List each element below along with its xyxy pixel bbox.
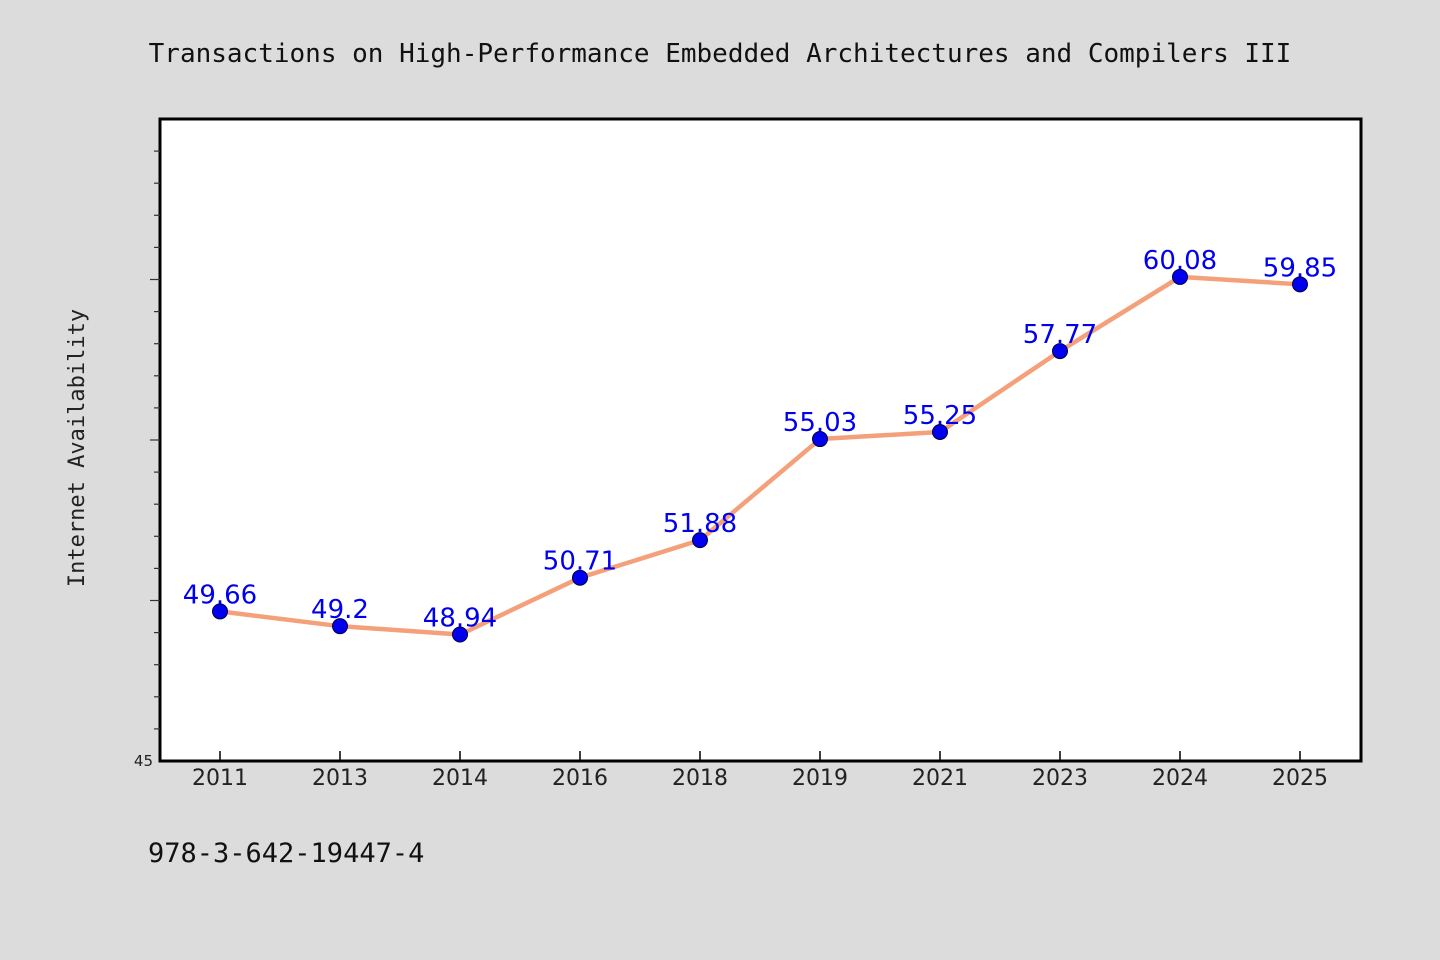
x-tick-label: 2018 — [672, 766, 728, 791]
x-tick-label: 2025 — [1272, 766, 1328, 791]
data-point — [1172, 268, 1188, 285]
data-label: 55.03 — [783, 408, 857, 438]
data-point — [332, 618, 348, 635]
x-tick-label: 2021 — [912, 766, 968, 791]
data-label: 49.66 — [183, 580, 257, 610]
isbn-label: 978-3-642-19447-4 — [148, 838, 424, 869]
x-tick-label: 2016 — [552, 766, 608, 791]
x-tick-label: 2014 — [432, 766, 488, 791]
data-markers — [212, 268, 1308, 643]
data-label: 50.71 — [543, 547, 617, 577]
data-point — [692, 532, 708, 549]
data-label: 55.25 — [903, 401, 977, 431]
data-label: 57.77 — [1023, 320, 1097, 350]
x-tick-label: 2013 — [312, 766, 368, 791]
data-point — [1052, 343, 1068, 360]
data-label: 60.08 — [1143, 246, 1217, 276]
y-tick-label: 45 — [134, 752, 153, 770]
series-line-group — [217, 274, 1303, 637]
data-label: 51.88 — [663, 509, 737, 539]
data-label: 49.2 — [311, 595, 369, 625]
data-label: 59.85 — [1263, 253, 1337, 283]
chart-title: Transactions on High-Performance Embedde… — [149, 39, 1292, 69]
x-axis-ticks: 2011 2013 2014 2016 2018 2019 2021 2023 2024 2025 — [192, 751, 1328, 791]
data-label: 48.94 — [423, 604, 497, 634]
data-point — [932, 423, 948, 440]
data-point — [452, 626, 468, 643]
x-tick-label: 2023 — [1032, 766, 1088, 791]
data-point — [812, 431, 828, 448]
data-labels: 49.66 49.2 48.94 50.71 51.88 55.03 55.25 57.77 6… — [183, 246, 1337, 634]
series-line — [217, 274, 1303, 637]
x-tick-label: 2019 — [792, 766, 848, 791]
y-axis-label: Internet Availability — [65, 309, 90, 587]
x-tick-label: 2011 — [192, 766, 248, 791]
data-point — [1292, 276, 1308, 293]
x-tick-label: 2024 — [1152, 766, 1208, 791]
data-point — [572, 569, 588, 586]
y-axis-ticks — [150, 150, 160, 730]
data-point — [212, 603, 228, 620]
plot-area — [158, 117, 1363, 763]
